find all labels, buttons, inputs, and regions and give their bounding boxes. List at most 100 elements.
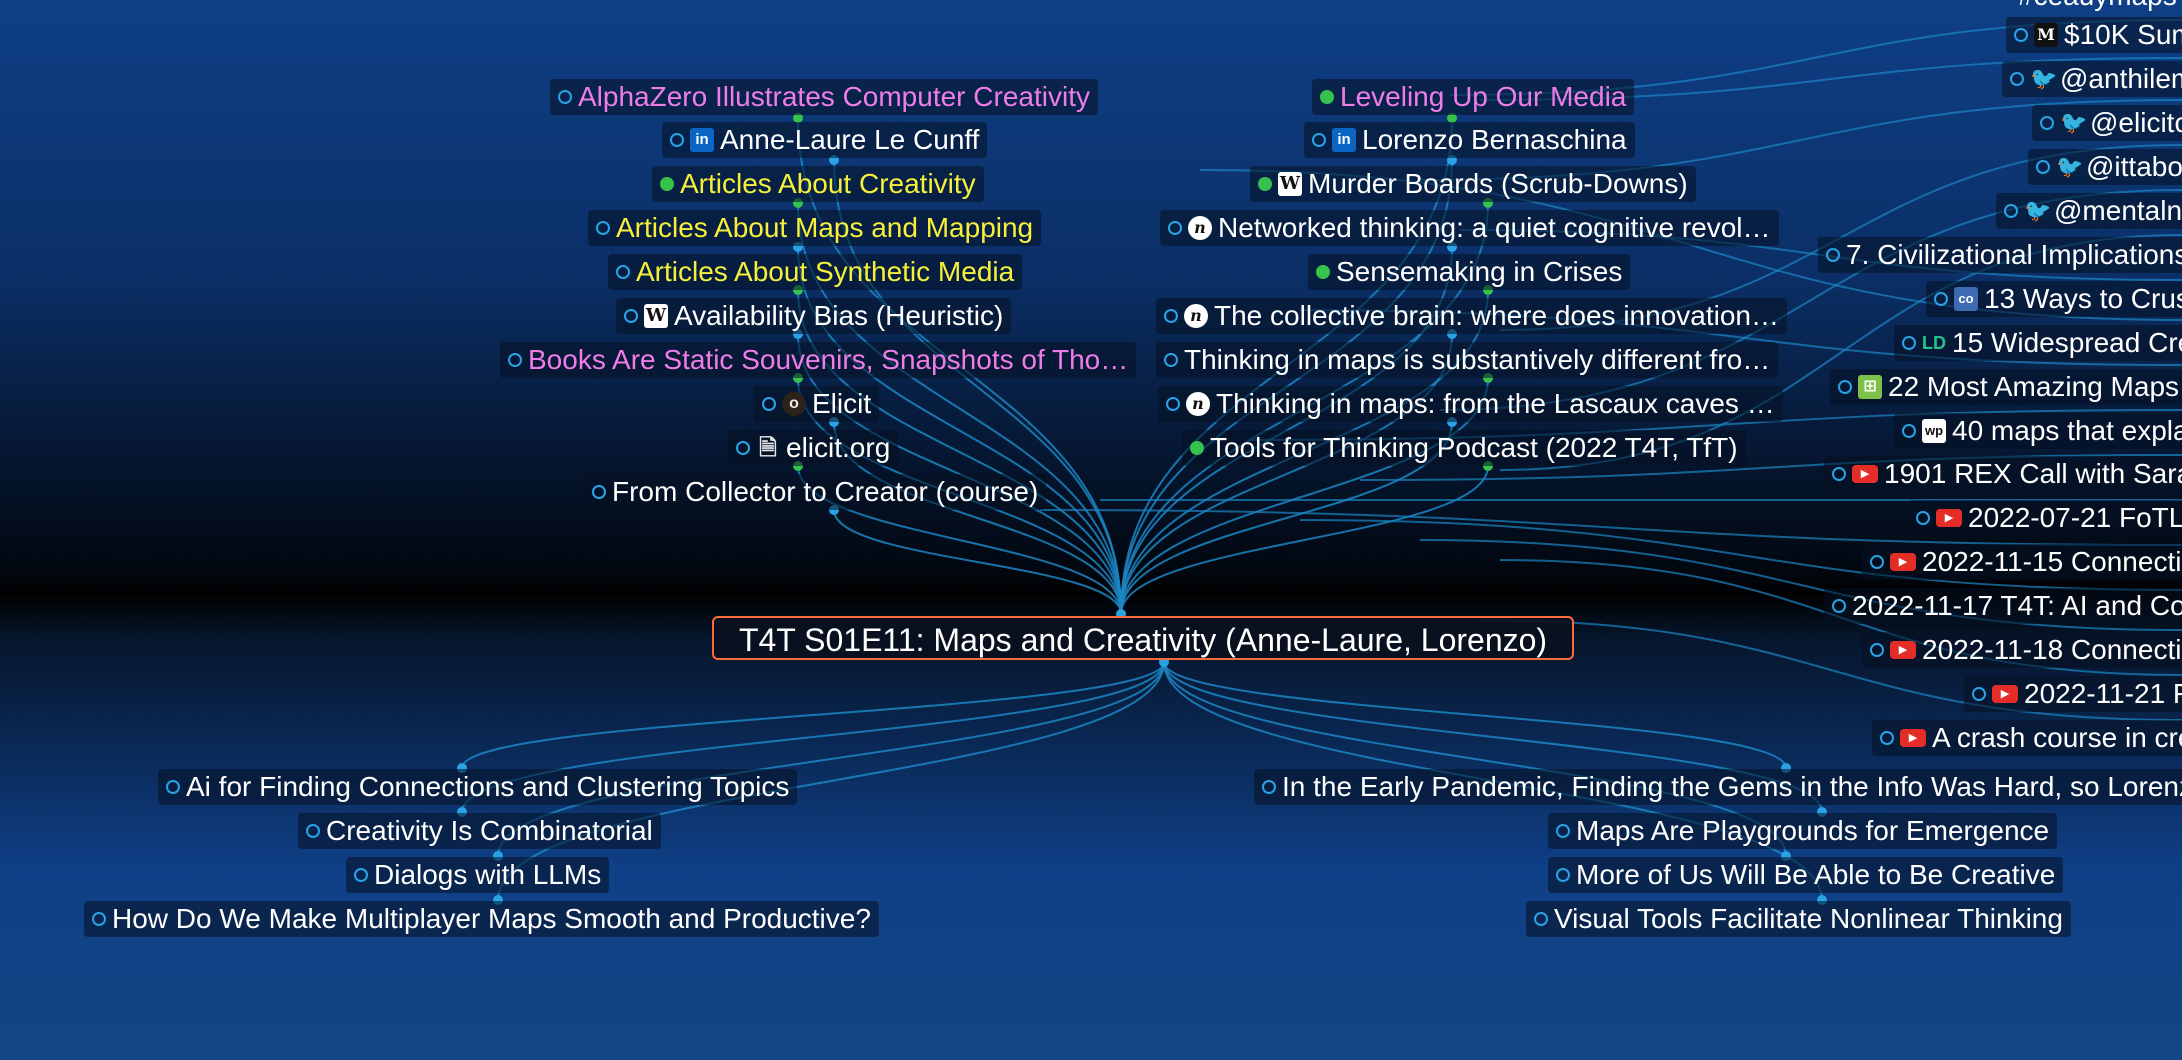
collapse-dot-icon[interactable] xyxy=(508,352,522,367)
collapse-dot-icon[interactable] xyxy=(592,484,606,499)
collapse-dot-icon[interactable] xyxy=(1262,779,1276,794)
youtube-icon: ▶ xyxy=(1890,552,1916,571)
thought-sensemaking[interactable]: Sensemaking in Crises xyxy=(1308,254,1631,290)
thought-label: AlphaZero Illustrates Computer Creativit… xyxy=(578,81,1090,112)
thought-label: Creativity Is Combinatorial xyxy=(326,815,653,846)
collapse-dot-icon[interactable] xyxy=(1826,247,1840,262)
thought-creativity-combinatorial[interactable]: Creativity Is Combinatorial xyxy=(298,813,661,849)
collapse-dot-icon[interactable] xyxy=(1556,867,1570,882)
thought-availability-bias[interactable]: W Availability Bias (Heuristic) xyxy=(616,298,1012,334)
thought-40-maps[interactable]: wp 40 maps that expla xyxy=(1894,413,2182,449)
expand-dot-icon[interactable] xyxy=(1258,176,1272,191)
thought-crash-course[interactable]: ▶ A crash course in cre xyxy=(1872,720,2182,756)
collapse-dot-icon[interactable] xyxy=(1164,352,1178,367)
collapse-dot-icon[interactable] xyxy=(1166,396,1180,411)
collapse-dot-icon[interactable] xyxy=(624,308,638,323)
thought-2022-07-21[interactable]: ▶ 2022-07-21 FoTL xyxy=(1908,500,2182,536)
collapse-dot-icon[interactable] xyxy=(1838,379,1852,394)
collapse-dot-icon[interactable] xyxy=(1870,642,1884,657)
collapse-dot-icon[interactable] xyxy=(762,396,776,411)
collapse-dot-icon[interactable] xyxy=(1902,335,1916,350)
thought-books-static[interactable]: Books Are Static Souvenirs, Snapshots of… xyxy=(500,342,1137,378)
expand-dot-icon[interactable] xyxy=(1316,264,1330,279)
wikipedia-icon: W xyxy=(644,303,668,328)
collapse-dot-icon[interactable] xyxy=(2004,203,2018,218)
collapse-dot-icon[interactable] xyxy=(306,823,320,838)
thought-visual-tools[interactable]: Visual Tools Facilitate Nonlinear Thinki… xyxy=(1526,901,2071,937)
collapse-dot-icon[interactable] xyxy=(354,867,368,882)
thought-networked-thinking[interactable]: n Networked thinking: a quiet cognitive r… xyxy=(1160,210,1779,246)
thought-elicit[interactable]: o Elicit xyxy=(754,386,880,422)
thought-10k-sum[interactable]: M $10K Sum xyxy=(2006,17,2182,53)
collapse-dot-icon[interactable] xyxy=(1902,423,1916,438)
thought-lascaux[interactable]: n Thinking in maps: from the Lascaux cave… xyxy=(1158,386,1783,422)
collapse-dot-icon[interactable] xyxy=(1832,598,1846,613)
thought-collector-creator[interactable]: From Collector to Creator (course) xyxy=(584,474,1047,510)
thought-elicit-org[interactable]: 🗎 elicit.org xyxy=(728,430,899,466)
collapse-dot-icon[interactable] xyxy=(616,264,630,279)
collapse-dot-icon[interactable] xyxy=(1312,132,1326,147)
collapse-dot-icon[interactable] xyxy=(166,779,180,794)
thought-ittabo[interactable]: 🐦@ittabo xyxy=(2028,149,2182,185)
collapse-dot-icon[interactable] xyxy=(1972,686,1986,701)
thought-murder-boards[interactable]: W Murder Boards (Scrub-Downs) xyxy=(1250,166,1696,202)
collapse-dot-icon[interactable] xyxy=(1534,911,1548,926)
active-thought[interactable]: T4T S01E11: Maps and Creativity (Anne-La… xyxy=(712,616,1574,660)
thought-lorenzo[interactable]: in Lorenzo Bernaschina xyxy=(1304,122,1635,158)
thought-label: Leveling Up Our Media xyxy=(1340,81,1627,112)
expand-dot-icon[interactable] xyxy=(660,176,674,191)
thought-civilizational[interactable]: 7. Civilizational Implications xyxy=(1818,237,2182,273)
collapse-dot-icon[interactable] xyxy=(1934,291,1948,306)
collapse-dot-icon[interactable] xyxy=(1556,823,1570,838)
thought-elicito[interactable]: 🐦@elicito xyxy=(2032,105,2182,141)
twitter-icon: 🐦 xyxy=(2024,197,2052,223)
thought-multiplayer-maps[interactable]: How Do We Make Multiplayer Maps Smooth a… xyxy=(84,901,879,937)
thought-2022-11-15[interactable]: ▶ 2022-11-15 Connectin xyxy=(1862,544,2182,580)
thought-label: More of Us Will Be Able to Be Creative xyxy=(1576,859,2056,890)
collapse-dot-icon[interactable] xyxy=(1870,554,1884,569)
collapse-dot-icon[interactable] xyxy=(670,132,684,147)
thought-more-of-us-creative[interactable]: More of Us Will Be Able to Be Creative xyxy=(1548,857,2064,893)
thought-1901-rex[interactable]: ▶ 1901 REX Call with Sara xyxy=(1824,456,2182,492)
collapse-dot-icon[interactable] xyxy=(1880,730,1894,745)
thought-2022-11-17[interactable]: 2022-11-17 T4T: AI and Co xyxy=(1824,588,2182,624)
thought-label: Murder Boards (Scrub-Downs) xyxy=(1308,168,1688,199)
collapse-dot-icon[interactable] xyxy=(596,220,610,235)
thought-thinking-maps-different[interactable]: Thinking in maps is substantively differ… xyxy=(1156,342,1779,378)
thought-articles-synthetic-media[interactable]: Articles About Synthetic Media xyxy=(608,254,1023,290)
thought-label: Books Are Static Souvenirs, Snapshots of… xyxy=(528,344,1129,375)
thought-leveling-up[interactable]: Leveling Up Our Media xyxy=(1312,79,1635,115)
thought-label: Anne-Laure Le Cunff xyxy=(720,124,980,155)
collapse-dot-icon[interactable] xyxy=(736,440,750,455)
collapse-dot-icon[interactable] xyxy=(558,89,572,104)
thought-mentalno[interactable]: 🐦@mentalno xyxy=(1996,193,2182,229)
collapse-dot-icon[interactable] xyxy=(1164,308,1178,323)
thought-articles-creativity[interactable]: Articles About Creativity xyxy=(652,166,984,202)
thought-top-partial[interactable]: #ceauymaps xyxy=(2010,0,2182,14)
collapse-dot-icon[interactable] xyxy=(2036,159,2050,174)
thought-2022-11-18[interactable]: ▶ 2022-11-18 Connectin xyxy=(1862,632,2182,668)
thought-articles-maps[interactable]: Articles About Maps and Mapping xyxy=(588,210,1042,246)
thought-early-pandemic[interactable]: In the Early Pandemic, Finding the Gems … xyxy=(1254,769,2182,805)
expand-dot-icon[interactable] xyxy=(1320,89,1334,104)
thought-anthilem[interactable]: 🐦@anthilem xyxy=(2002,61,2182,97)
thought-2022-11-21[interactable]: ▶ 2022-11-21 F xyxy=(1964,676,2182,712)
thought-22-maps[interactable]: ⊞ 22 Most Amazing Maps xyxy=(1830,369,2182,405)
thought-t4t-podcast[interactable]: Tools for Thinking Podcast (2022 T4T, Tf… xyxy=(1182,430,1746,466)
expand-dot-icon[interactable] xyxy=(1190,440,1204,455)
thought-alphazero[interactable]: AlphaZero Illustrates Computer Creativit… xyxy=(550,79,1098,115)
thought-playgrounds-emergence[interactable]: Maps Are Playgrounds for Emergence xyxy=(1548,813,2058,849)
collapse-dot-icon[interactable] xyxy=(2010,71,2024,86)
collapse-dot-icon[interactable] xyxy=(1832,466,1846,481)
thought-15-widespread[interactable]: LD 15 Widespread Cre xyxy=(1894,325,2182,361)
thought-collective-brain[interactable]: n The collective brain: where does innova… xyxy=(1156,298,1787,334)
collapse-dot-icon[interactable] xyxy=(2014,27,2028,42)
thought-anne-laure[interactable]: in Anne-Laure Le Cunff xyxy=(662,122,988,158)
thought-dialogs-llms[interactable]: Dialogs with LLMs xyxy=(346,857,610,893)
thought-ai-connections[interactable]: Ai for Finding Connections and Clusterin… xyxy=(158,769,798,805)
collapse-dot-icon[interactable] xyxy=(92,911,106,926)
collapse-dot-icon[interactable] xyxy=(1916,510,1930,525)
collapse-dot-icon[interactable] xyxy=(2040,115,2054,130)
collapse-dot-icon[interactable] xyxy=(1168,220,1182,235)
